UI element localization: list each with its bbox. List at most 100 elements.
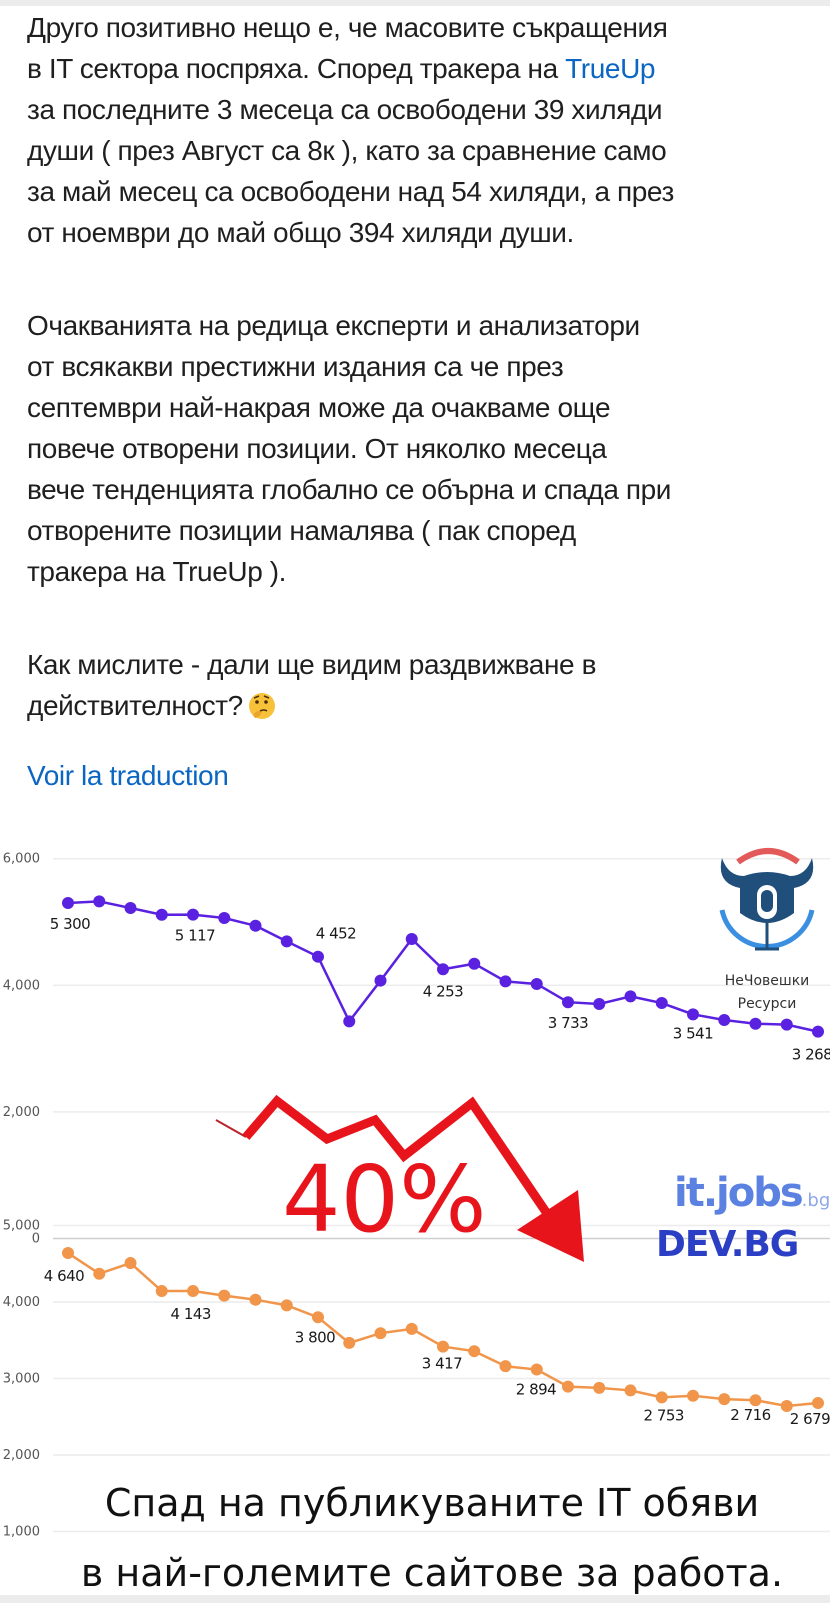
trueup-link[interactable]: TrueUp: [565, 53, 656, 84]
data-point: [155, 1285, 168, 1298]
data-point: [374, 1327, 387, 1340]
data-point: [405, 933, 418, 946]
itjobs-logo-suffix: .bg: [802, 1190, 830, 1211]
data-point: [593, 1381, 606, 1394]
data-point: [499, 1360, 512, 1373]
text-line: за последните 3 месеца са освободени 39 …: [27, 94, 663, 125]
data-label: 5 117: [175, 927, 215, 945]
data-point: [468, 957, 481, 970]
data-label: 3 541: [673, 1024, 713, 1042]
data-point: [405, 1322, 418, 1335]
y-tick-label: 2,000: [3, 1448, 40, 1463]
data-point: [437, 963, 449, 976]
text-segment: в IT сектора поспряха. Според тракера на: [27, 53, 566, 84]
nechoveshki-resursi-logo: [719, 848, 815, 951]
see-translation-link[interactable]: Voir la traduction: [27, 760, 229, 791]
y-tick-label: 0: [32, 1232, 40, 1247]
text-line: души ( през Август са 8к ), като за срав…: [27, 135, 667, 166]
data-point: [780, 1400, 793, 1413]
text-line: тракера на TrueUp ).: [27, 556, 287, 587]
data-point: [562, 996, 574, 1009]
top-divider: [0, 0, 830, 6]
data-point: [655, 1391, 668, 1404]
data-point: [624, 1384, 637, 1397]
data-label: 2 753: [644, 1406, 684, 1424]
data-point: [499, 975, 512, 988]
data-point: [280, 935, 293, 948]
data-point: [218, 912, 231, 925]
data-point: [749, 1017, 762, 1030]
bottom-divider: [0, 1595, 830, 1603]
data-point: [812, 1025, 824, 1038]
itjobs-logo: it.jobs.bg: [674, 1170, 830, 1216]
data-point: [93, 1267, 106, 1280]
data-point: [155, 908, 168, 921]
post-text: Друго позитивно нещо е, че масовите съкр…: [27, 7, 827, 726]
data-point: [749, 1394, 762, 1407]
post-image[interactable]: 6,000 4,000 2,000 05,000 4,000 3,000 2,000 1,00…: [0, 820, 830, 1596]
data-point: [62, 1247, 74, 1260]
data-point: [374, 974, 387, 987]
text-line: отворените позиции намалява ( пак според: [27, 515, 576, 546]
data-label: 3 417: [422, 1355, 462, 1373]
data-label: 3 268: [792, 1046, 830, 1064]
data-point: [687, 1008, 699, 1021]
data-point: [218, 1289, 231, 1302]
data-point: [468, 1345, 481, 1358]
data-label: 5 300: [50, 915, 90, 933]
text-line: вече тенденцията глобално се обърна и сп…: [27, 474, 672, 505]
data-label: 4 253: [423, 982, 463, 1000]
text-line: Как мислите - дали ще видим раздвижване …: [27, 649, 597, 680]
devbg-logo: DEV.BG: [656, 1224, 798, 1265]
data-point: [687, 1389, 699, 1402]
data-point: [312, 950, 324, 963]
data-point: [187, 1285, 199, 1298]
data-point: [437, 1340, 449, 1353]
data-point: [624, 990, 637, 1003]
text-line: от ноември до май общо 394 хиляди души.: [27, 217, 574, 248]
image-caption-line: Спад на публикуваните IT обяви: [105, 1481, 759, 1525]
y-tick-label: 4,000: [3, 978, 40, 993]
y-tick-label: 4,000: [3, 1295, 40, 1310]
data-point: [249, 1293, 262, 1306]
text-line: действителност?: [27, 685, 827, 726]
data-label: 4 452: [316, 925, 356, 943]
trend-arrow-icon: [215, 1094, 584, 1262]
text-line: Друго позитивно нещо е, че масовите съкр…: [27, 12, 668, 43]
data-label: 2 716: [730, 1406, 770, 1424]
data-point: [312, 1311, 324, 1324]
y-tick-label: 3,000: [3, 1372, 40, 1387]
percent-drop-text: 40%: [282, 1146, 486, 1253]
data-point: [718, 1013, 731, 1026]
itjobs-logo-text: it.jobs: [674, 1170, 802, 1216]
data-point: [655, 997, 668, 1010]
data-label: 3 800: [295, 1328, 335, 1346]
logo-text-line: Ресурси: [738, 996, 797, 1012]
data-point: [93, 895, 106, 908]
text-line: за май месец са освободени над 54 хиляди…: [27, 176, 674, 207]
y-tick-label: 1,000: [3, 1525, 40, 1540]
data-point: [530, 977, 543, 990]
data-point: [249, 919, 262, 932]
data-label: 3 733: [548, 1014, 588, 1032]
data-label: 2 679: [790, 1410, 830, 1428]
y-tick-label: 6,000: [3, 852, 40, 867]
data-point: [124, 902, 137, 915]
text-line: Очакванията на редица експерти и анализа…: [27, 310, 640, 341]
data-point: [562, 1380, 574, 1393]
data-point: [124, 1257, 137, 1270]
data-point: [593, 997, 606, 1010]
data-label: 4 143: [171, 1305, 211, 1323]
text-line: в IT сектора поспряха. Според тракера на…: [27, 48, 827, 89]
series-line: [67, 1251, 819, 1408]
text-line: повече отворени позиции. От няколко месе…: [27, 433, 607, 464]
data-point: [718, 1393, 731, 1406]
text-line: септември най-накрая може да очакваме ощ…: [27, 392, 611, 423]
text-segment: действителност?: [27, 690, 243, 721]
thinking-face-icon: [247, 691, 277, 732]
image-caption-line: в най-големите сайтове за работа.: [81, 1551, 783, 1595]
data-label: 2 894: [516, 1381, 556, 1399]
data-label: 4 640: [44, 1267, 84, 1285]
data-point: [280, 1299, 293, 1312]
data-point: [530, 1363, 543, 1376]
